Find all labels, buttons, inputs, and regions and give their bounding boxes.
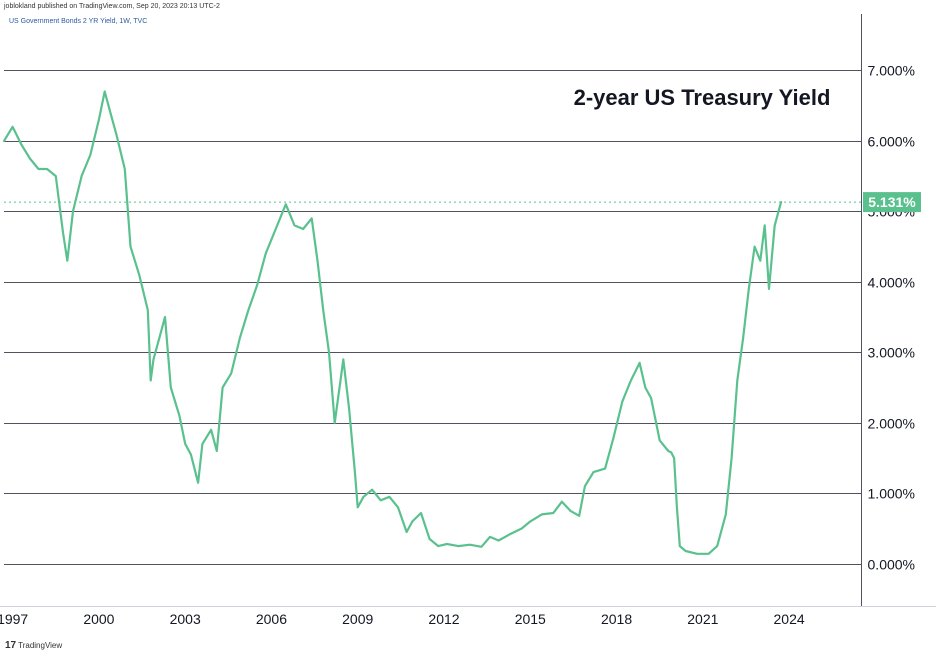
x-tick-label: 2024 [774,611,805,627]
y-tick-label: 3.000% [868,345,915,361]
x-tick-label: 2003 [170,611,201,627]
last-value-label: 5.131% [868,194,916,210]
x-tick-label: 2006 [256,611,287,627]
y-axis: 0.000%1.000%2.000%3.000%4.000%5.000%6.00… [868,63,915,573]
tradingview-brand: 17 TradingView [5,640,62,651]
y-tick-label: 1.000% [868,486,915,502]
x-tick-label: 2015 [515,611,546,627]
x-tick-label: 2012 [428,611,459,627]
y-tick-label: 4.000% [868,275,915,291]
y-tick-label: 0.000% [868,557,915,573]
symbol-line: US Government Bonds 2 YR Yield, 1W, TVC [9,18,148,25]
last-value-badge: 5.131% [863,192,921,213]
x-tick-label: 1997 [0,611,28,627]
y-tick-label: 2.000% [868,416,915,432]
last-value-badge-bg [863,192,921,213]
y-tick-label: 7.000% [868,63,915,79]
x-axis: 1997 2000 2003 2006 2009 2012 2015 2018 2021 2024 [0,611,805,627]
x-tick-label: 2000 [83,611,114,627]
x-tick-label: 2021 [687,611,718,627]
series-line [2,90,783,555]
x-tick-label: 2018 [601,611,632,627]
chart-title: 2-year US Treasury Yield [574,85,831,110]
x-tick-label: 2009 [342,611,373,627]
brand-name: TradingView [18,641,63,650]
y-tick-label: 6.000% [868,134,915,150]
tradingview-logo-icon: 17 [5,640,17,651]
publisher-line: joblokland published on TradingView.com,… [4,3,220,10]
grid-lines [4,70,861,565]
